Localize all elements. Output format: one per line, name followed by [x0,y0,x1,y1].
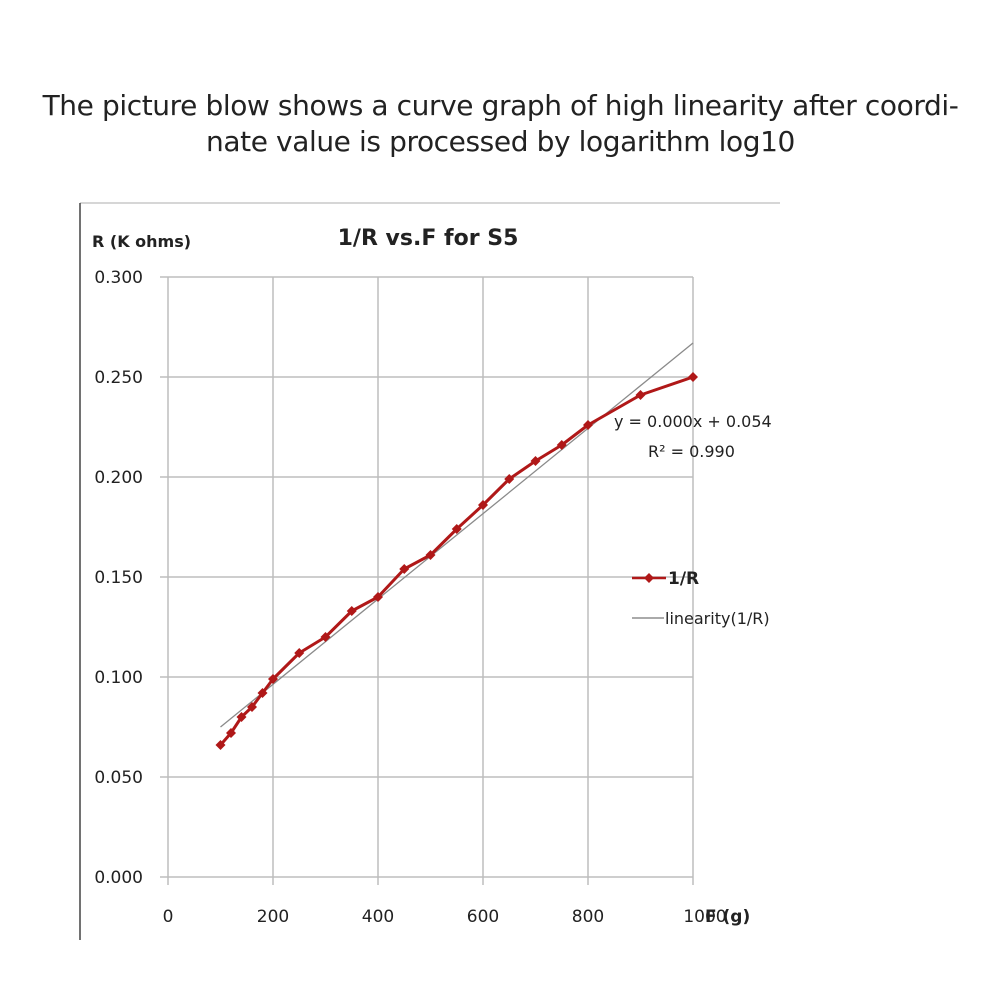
legend: 1/R linearity(1/R) [632,569,770,628]
data-point [688,372,698,382]
y-tick-label: 0.300 [94,268,143,288]
trendline-linearity [220,342,694,728]
grid [160,276,694,885]
r-squared: R² = 0.990 [648,442,735,461]
x-tick-label: 1000 [683,907,726,927]
x-tick-label: 800 [572,907,604,927]
regression-equation: y = 0.000x + 0.054 [614,412,772,431]
data-point [478,500,488,510]
tick-labels: 0.000 0.050 0.100 0.150 0.200 0.250 0.300 0 200 4… [94,268,726,927]
caption-line-1: The picture blow shows a curve graph of … [42,89,959,122]
y-tick-label: 0.000 [94,868,143,888]
data-point [346,606,357,616]
y-tick-label: 0.050 [94,768,143,788]
legend-label-linearity: linearity(1/R) [665,609,770,628]
data-point [236,712,247,722]
series-1-over-r [215,372,698,750]
x-tick-label: 200 [257,907,289,927]
data-point [425,550,436,560]
trendline [220,342,694,728]
y-tick-label: 0.200 [94,468,143,488]
y-tick-label: 0.250 [94,368,143,388]
y-tick-label: 0.150 [94,568,143,588]
data-point [247,702,257,712]
data-point [268,674,278,684]
data-point [635,390,646,400]
x-axis-label: F (g) [705,907,750,927]
data-point [556,440,567,450]
data-point [257,688,268,698]
legend-label-1-over-r: 1/R [668,569,699,589]
data-point [226,728,236,738]
chart-title: 1/R vs.F for S5 [338,226,519,251]
data-point [451,524,462,534]
data-point [294,648,305,658]
data-point [530,456,541,466]
data-point [373,592,383,602]
series-line-1-over-r [219,375,694,746]
y-tick-label: 0.100 [94,668,143,688]
data-point [320,632,331,642]
x-tick-label: 600 [467,907,499,927]
legend-marker-1-over-r [644,573,654,583]
data-point [504,474,515,484]
x-tick-label: 0 [163,907,174,927]
y-axis-label: R (K ohms) [92,232,191,251]
caption: The picture blow shows a curve graph of … [0,88,1001,160]
x-tick-label: 400 [362,907,394,927]
caption-line-2: nate value is processed by logarithm log… [206,125,795,158]
data-point [215,740,226,750]
data-point [399,564,410,574]
chart-frame [79,202,780,940]
data-point [583,420,593,430]
